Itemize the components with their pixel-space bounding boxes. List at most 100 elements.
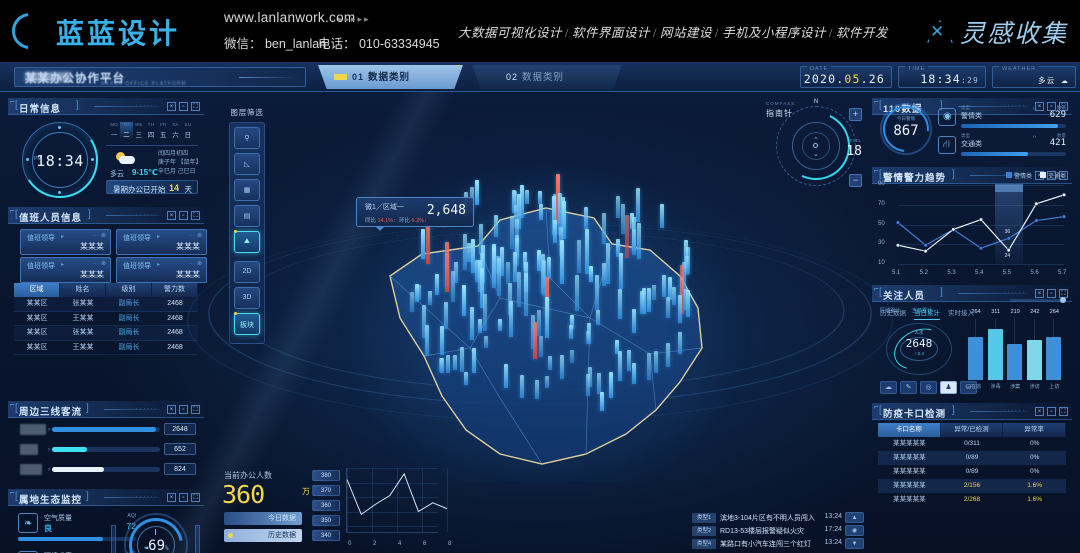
table-row[interactable]: 某某某某某 2/268 1.6% (878, 493, 1066, 507)
restore-icon[interactable]: ▫ (1047, 289, 1056, 298)
focus-tab[interactable]: 实时接入 (948, 310, 974, 317)
minimize-icon[interactable]: × (167, 405, 176, 414)
bar[interactable] (968, 336, 983, 380)
zoom-in-button[interactable]: + (849, 108, 862, 121)
restore-icon[interactable]: ▫ (179, 405, 188, 414)
focus-tab[interactable]: 当日累计 (914, 310, 940, 320)
duty-card[interactable]: 值班领导 ▸ ··· ⊗ 某某某 (20, 257, 111, 283)
location-icon[interactable]: ⚲ (234, 127, 260, 149)
window-controls[interactable]: × ▫ ⛶ (1035, 102, 1068, 111)
restore-icon[interactable]: ▫ (1047, 102, 1056, 111)
building-icon[interactable]: ▦ (234, 179, 260, 201)
minimize-icon[interactable]: × (1035, 407, 1044, 416)
restore-icon[interactable]: ▫ (179, 211, 188, 220)
week-day[interactable]: TU 二 (120, 122, 133, 139)
view-button-2D[interactable]: 2D (234, 261, 260, 283)
close-icon[interactable]: ⊗ (100, 261, 106, 267)
minimize-icon[interactable]: × (1035, 102, 1044, 111)
table-row[interactable]: 某某某某某 0/89 0% (878, 451, 1066, 465)
table-row[interactable]: 某某某某某 0/89 0% (878, 465, 1066, 479)
bar[interactable] (987, 328, 1003, 380)
fullscreen-icon[interactable]: ⛶ (191, 102, 200, 111)
table-row[interactable]: 某某区 张某某 副局长 2468 (14, 326, 198, 341)
pen-icon[interactable]: ✎ (900, 381, 917, 394)
fullscreen-icon[interactable]: ⛶ (1059, 102, 1068, 111)
close-icon[interactable]: ⊗ (100, 233, 106, 239)
fullscreen-icon[interactable]: ⛶ (191, 493, 200, 502)
bar[interactable] (1026, 340, 1042, 380)
view-button-板块[interactable]: 板块 (234, 312, 260, 335)
alert-nav-controls[interactable]: ▲ ◉ ▼ (845, 512, 864, 551)
minimize-icon[interactable]: × (167, 102, 176, 111)
bar[interactable] (1046, 336, 1062, 380)
week-day[interactable]: TH 四 (145, 122, 157, 139)
table-row[interactable]: 某某区 张某某 副局长 2468 (14, 297, 198, 312)
cloud-icon[interactable]: ☁ (880, 381, 897, 394)
website-url[interactable]: www.lanlanwork.com (224, 10, 356, 25)
window-controls[interactable]: × ▫ ⛶ (167, 102, 200, 111)
person-icon[interactable]: ♟ (940, 381, 957, 394)
week-day[interactable]: WE 三 (133, 122, 145, 139)
heatmap-icon[interactable]: ⛰ (234, 230, 260, 253)
fullscreen-icon[interactable]: ⛶ (1059, 407, 1068, 416)
map-data-bar (548, 355, 553, 371)
table-row[interactable]: 某某区 王某某 副局长 2468 (14, 341, 198, 355)
table-row[interactable]: 某某区 王某某 副局长 2468 (14, 312, 198, 326)
occupancy-today-button[interactable]: 今日数据 (224, 512, 302, 525)
tab-data-category-2[interactable]: 02 数据类别 (472, 65, 622, 89)
layer-tool-group[interactable]: ⚲ ◺ ▦ ▤ ⛰ 2D 3D 板块 (229, 122, 265, 344)
alert-row[interactable]: 类型4 某路口有小汽车连闯三个红灯 13:24 (692, 538, 842, 551)
week-day[interactable]: FR 五 (157, 122, 169, 139)
duty-card[interactable]: 值班领导 ▸ ··· ⊗ 某某某 (116, 257, 207, 283)
compass-down-icon[interactable]: ⌄ (813, 151, 819, 158)
compass-up-icon[interactable]: ⌃ (813, 137, 819, 144)
duty-card[interactable]: 值班领导 ▸ ··· ⊗ 某某某 (20, 229, 111, 255)
map-layer-toolbar[interactable]: 图层筛选 ⚲ ◺ ▦ ▤ ⛰ 2D 3D 板块 (229, 104, 265, 344)
chart-slider[interactable] (1010, 297, 1066, 303)
alert-row[interactable]: 类型1 滨地3-104片区有不明人员闯入 13:24 (692, 512, 842, 525)
window-controls[interactable]: × ▫ ⛶ (167, 211, 200, 220)
layer-icon[interactable]: ◺ (234, 153, 260, 175)
zoom-out-button[interactable]: − (849, 174, 862, 187)
restore-icon[interactable]: ▫ (1047, 171, 1056, 180)
focus-icon-bar[interactable]: ☁ ✎ ◎ ♟ ⛁ (880, 381, 977, 394)
close-icon[interactable]: ⊗ (196, 261, 202, 267)
focus-tabs[interactable]: 历史数据 当日累计 实时接入 (880, 307, 982, 320)
alert-row[interactable]: 类型2 RD13-53楼层报警疑似火灾 17:24 (692, 525, 842, 538)
alert-nav-down-icon[interactable]: ▼ (845, 538, 864, 549)
target-icon[interactable]: ◎ (920, 381, 937, 394)
compass-dial[interactable]: N ⌃ ⌄ (772, 99, 860, 190)
car-icon[interactable]: ⛁ (960, 381, 977, 394)
table-row[interactable]: 某某某某某 0/311 0% (878, 437, 1066, 451)
fullscreen-icon[interactable]: ⛶ (191, 405, 200, 414)
close-icon[interactable]: ⊗ (196, 233, 202, 239)
restore-icon[interactable]: ▫ (1047, 407, 1056, 416)
minimize-icon[interactable]: × (167, 493, 176, 502)
window-controls[interactable]: × ▫ ⛶ (167, 405, 200, 414)
table-row[interactable]: 某某某某某 2/156 1.6% (878, 479, 1066, 493)
occupancy-history-button[interactable]: 历史数据 (224, 529, 302, 542)
focus-tab[interactable]: 历史数据 (880, 310, 906, 317)
duty-card[interactable]: 值班领导 ▸ ··· ⊗ 某某某 (116, 229, 207, 255)
alert-nav-up-icon[interactable]: ▲ (845, 512, 864, 523)
bar[interactable] (1007, 343, 1023, 380)
week-day[interactable]: SU 日 (182, 122, 194, 139)
map-visualization[interactable]: 微1／区域一 2,648 同比 14.1%↑ 环比 6.2%↓ 图层筛选 ⚲ ◺ ▦… (64, 92, 1016, 553)
window-controls[interactable]: × ▫ ⛶ (1035, 289, 1068, 298)
restore-icon[interactable]: ▫ (179, 102, 188, 111)
window-controls[interactable]: × ▫ ⛶ (167, 493, 200, 502)
fullscreen-icon[interactable]: ⛶ (191, 211, 200, 220)
week-day[interactable]: SA 六 (169, 122, 181, 139)
grid-icon[interactable]: ▤ (234, 205, 260, 227)
alert-nav-pause-icon[interactable]: ◉ (845, 525, 864, 536)
countdown-banner: 暑期办公已开始 14 天 (106, 180, 198, 194)
view-button-3D[interactable]: 3D (234, 287, 260, 309)
window-controls[interactable]: × ▫ ⛶ (1035, 407, 1068, 416)
week-day[interactable]: MO 一 (108, 122, 120, 139)
tab-data-category-1[interactable]: 01 数据类别 (318, 65, 463, 89)
restore-icon[interactable]: ▫ (179, 493, 188, 502)
fullscreen-icon[interactable]: ⛶ (1059, 171, 1068, 180)
minimize-icon[interactable]: × (1035, 289, 1044, 298)
week-day-cn: 四 (147, 132, 155, 139)
minimize-icon[interactable]: × (167, 211, 176, 220)
